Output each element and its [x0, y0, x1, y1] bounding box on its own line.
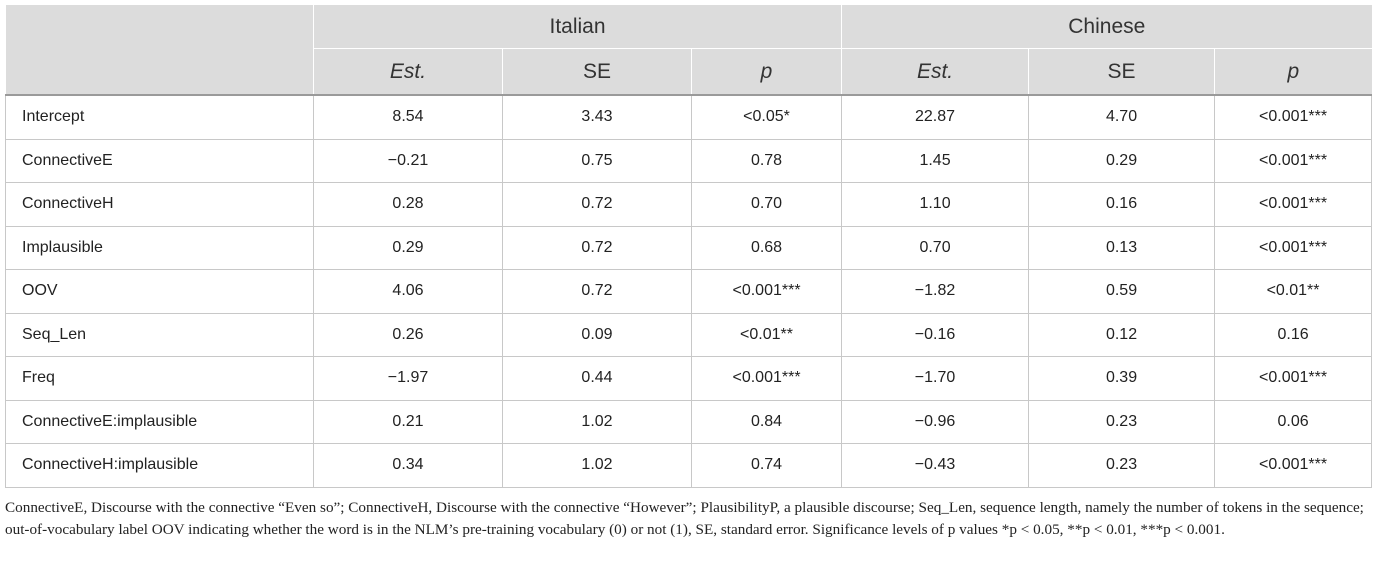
table-cell: −1.97: [313, 356, 503, 401]
table-cell: −0.43: [841, 443, 1030, 488]
table-row: ConnectiveE −0.21 0.75 0.78 1.45 0.29 <0…: [5, 138, 1373, 183]
subheader-row: Est. SE p Est. SE p: [6, 48, 1372, 95]
table-cell: 0.78: [690, 138, 843, 183]
table-row: OOV 4.06 0.72 <0.001*** −1.82 0.59 <0.01…: [5, 269, 1373, 314]
table-cell: 0.16: [1028, 182, 1216, 227]
row-label: ConnectiveH: [5, 182, 314, 227]
table-cell: 0.09: [502, 312, 692, 357]
table-cell: −0.21: [313, 138, 503, 183]
row-label: ConnectiveH:implausible: [5, 443, 314, 488]
table-row: Implausible 0.29 0.72 0.68 0.70 0.13 <0.…: [5, 225, 1373, 270]
table-cell: 0.72: [502, 182, 692, 227]
table-cell: <0.001***: [1214, 356, 1373, 401]
table-cell: 1.45: [841, 138, 1030, 183]
table-cell: 0.06: [1214, 399, 1373, 444]
table-cell: <0.001***: [690, 356, 843, 401]
table-cell: 0.23: [1028, 399, 1216, 444]
table-cell: 0.70: [690, 182, 843, 227]
table-row: Freq −1.97 0.44 <0.001*** −1.70 0.39 <0.…: [5, 356, 1373, 401]
table-row: ConnectiveE:implausible 0.21 1.02 0.84 −…: [5, 399, 1373, 444]
table-cell: −1.70: [841, 356, 1030, 401]
table-cell: 4.70: [1028, 94, 1216, 140]
subheader-est: Est.: [313, 48, 503, 95]
table-cell: 0.84: [690, 399, 843, 444]
table-cell: 0.68: [690, 225, 843, 270]
row-label: Implausible: [5, 225, 314, 270]
table-cell: 0.34: [313, 443, 503, 488]
table-cell: 8.54: [313, 94, 503, 140]
table-cell: <0.001***: [1214, 225, 1373, 270]
table-cell: 0.72: [502, 225, 692, 270]
subheader-p: p: [1214, 48, 1372, 95]
table-cell: 1.10: [841, 182, 1030, 227]
group-header-row: Italian Chinese: [5, 5, 1372, 96]
table-cell: <0.001***: [1214, 94, 1373, 140]
table-cell: 0.16: [1214, 312, 1373, 357]
table-body: Intercept 8.54 3.43 <0.05* 22.87 4.70 <0…: [5, 94, 1373, 488]
table-cell: 0.13: [1028, 225, 1216, 270]
subheader-est: Est.: [841, 48, 1030, 95]
table-row: Intercept 8.54 3.43 <0.05* 22.87 4.70 <0…: [5, 94, 1373, 140]
table-cell: 0.23: [1028, 443, 1216, 488]
row-label: OOV: [5, 269, 314, 314]
row-label: Freq: [5, 356, 314, 401]
subheader-p: p: [691, 48, 843, 95]
table-cell: 4.06: [313, 269, 503, 314]
table-cell: 0.29: [313, 225, 503, 270]
table-cell: 1.02: [502, 443, 692, 488]
table-cell: <0.001***: [1214, 443, 1373, 488]
subheader-se: SE: [1028, 48, 1216, 95]
group-header-chinese: Chinese: [841, 5, 1372, 49]
table-cell: <0.05*: [690, 94, 843, 140]
table-row: ConnectiveH:implausible 0.34 1.02 0.74 −…: [5, 443, 1373, 488]
table-cell: 0.21: [313, 399, 503, 444]
row-label: Intercept: [5, 94, 314, 140]
table-cell: 22.87: [841, 94, 1030, 140]
table-cell: 0.29: [1028, 138, 1216, 183]
table-cell: 0.70: [841, 225, 1030, 270]
table-cell: −1.82: [841, 269, 1030, 314]
table-cell: 3.43: [502, 94, 692, 140]
group-header-italian: Italian: [313, 5, 843, 49]
table-cell: 1.02: [502, 399, 692, 444]
row-label: ConnectiveE: [5, 138, 314, 183]
table-cell: 0.59: [1028, 269, 1216, 314]
table-cell: 0.39: [1028, 356, 1216, 401]
results-table: Italian Chinese Est. SE p Est. SE p Inte…: [5, 5, 1373, 488]
table-cell: <0.01**: [1214, 269, 1373, 314]
table-row: ConnectiveH 0.28 0.72 0.70 1.10 0.16 <0.…: [5, 182, 1373, 227]
table-cell: 0.72: [502, 269, 692, 314]
row-label: ConnectiveE:implausible: [5, 399, 314, 444]
table-cell: 0.12: [1028, 312, 1216, 357]
table-cell: <0.001***: [1214, 138, 1373, 183]
table-cell: 0.75: [502, 138, 692, 183]
table-cell: <0.001***: [1214, 182, 1373, 227]
table-cell: 0.74: [690, 443, 843, 488]
row-label: Seq_Len: [5, 312, 314, 357]
table-footnote: ConnectiveE, Discourse with the connecti…: [5, 498, 1364, 538]
table-cell: 0.44: [502, 356, 692, 401]
table-cell: −0.96: [841, 399, 1030, 444]
table-cell: 0.28: [313, 182, 503, 227]
table-cell: <0.001***: [690, 269, 843, 314]
table-cell: −0.16: [841, 312, 1030, 357]
subheader-se: SE: [502, 48, 692, 95]
table-row: Seq_Len 0.26 0.09 <0.01** −0.16 0.12 0.1…: [5, 312, 1373, 357]
table-cell: <0.01**: [690, 312, 843, 357]
corner-cell: [5, 5, 314, 96]
table-container: Italian Chinese Est. SE p Est. SE p Inte…: [5, 5, 1373, 556]
table-cell: 0.26: [313, 312, 503, 357]
